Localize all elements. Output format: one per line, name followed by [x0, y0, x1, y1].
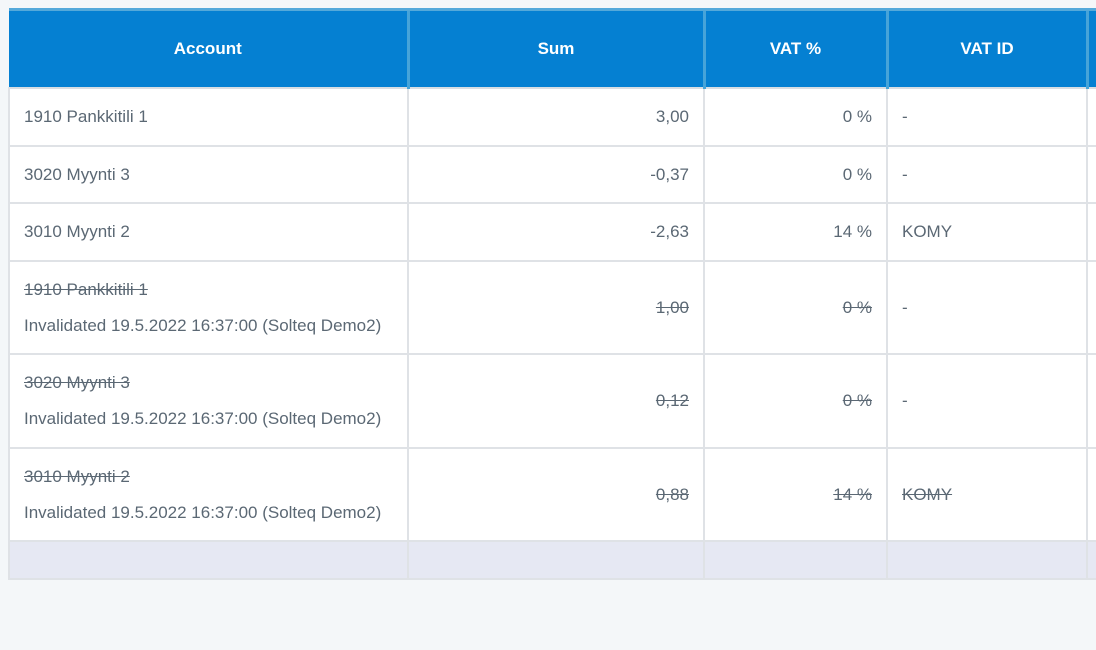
summary-cell [703, 540, 888, 581]
vat-id-cell-value: - [902, 164, 908, 184]
account-name: 3010 Myynti 2 [24, 466, 130, 486]
sum-cell-value: 3,00 [655, 107, 689, 126]
header-row: Account Sum VAT % VAT ID [9, 8, 1096, 88]
sum-cell: 3,00 [407, 87, 705, 147]
table-row[interactable]: 3020 Myynti 3 Invalidated 19.5.2022 16:37… [8, 353, 1096, 449]
table-row[interactable]: 3020 Myynti 3 -0,37 0 % - [8, 144, 1096, 205]
summary-cell [8, 540, 409, 581]
vat-cell-value: 0 % [842, 297, 872, 317]
table-row[interactable]: 3010 Myynti 2 Invalidated 19.5.2022 16:37… [8, 446, 1096, 543]
vat-id-cell: - [886, 260, 1088, 356]
vat-id-cell-value: - [902, 391, 908, 411]
sum-cell: 0,12 [407, 353, 705, 449]
sum-cell: 1,00 [407, 260, 705, 356]
invalidated-note: Invalidated 19.5.2022 16:37:00 (Solteq D… [24, 315, 382, 335]
vat-id-cell: - [886, 353, 1088, 449]
accounting-table-container: Account Sum VAT % VAT ID 1910 Pankkitili 1 3… [8, 8, 1096, 581]
sum-cell-value: 1,00 [655, 297, 689, 317]
account-name: 1910 Pankkitili 1 [24, 280, 148, 300]
summary-cell [886, 540, 1088, 581]
table-row[interactable]: 1910 Pankkitili 1 Invalidated 19.5.2022 1… [8, 260, 1096, 356]
column-header-vat_id: VAT ID [885, 8, 1087, 88]
table-row[interactable]: 1910 Pankkitili 1 3,00 0 % - [8, 87, 1096, 147]
account-cell: 3010 Myynti 2 Invalidated 19.5.2022 16:37… [8, 446, 409, 543]
column-header-sum: Sum [406, 8, 704, 88]
account-name: 3020 Myynti 3 [24, 373, 130, 393]
vat-cell-value: 0 % [842, 391, 872, 411]
sum-cell-value: 0,12 [655, 391, 689, 411]
vat-id-cell-value: KOMY [902, 222, 953, 242]
account-cell: 3010 Myynti 2 [8, 202, 409, 263]
account-cell: 3020 Myynti 3 Invalidated 19.5.2022 16:37… [8, 353, 409, 449]
summary-cell [1086, 540, 1096, 581]
account-cell: 1910 Pankkitili 1 Invalidated 19.5.2022 1… [8, 260, 409, 356]
vat-id-cell: - [886, 87, 1088, 147]
summary-cell [407, 540, 705, 581]
extra-cell [1086, 144, 1096, 205]
vat-id-cell: KOMY [886, 202, 1088, 263]
column-header-account: Account [9, 8, 408, 88]
vat-id-cell-value: KOMY [902, 484, 953, 504]
summary-row [8, 540, 1096, 581]
sum-cell-value: 0,88 [655, 484, 689, 504]
vat-cell: 14 % [703, 202, 888, 263]
vat-id-cell-value: - [902, 297, 908, 317]
extra-cell [1086, 202, 1096, 263]
extra-cell [1086, 87, 1096, 147]
vat-cell: 0 % [703, 87, 888, 147]
vat-cell: 14 % [703, 446, 888, 543]
accounting-entries-table: Account Sum VAT % VAT ID 1910 Pankkitili 1 3… [8, 8, 1096, 581]
vat-cell-value: 14 % [833, 484, 872, 504]
sum-cell: 0,88 [407, 446, 705, 543]
vat-cell-value: 14 % [833, 222, 872, 242]
vat-id-cell-value: - [902, 107, 908, 126]
invalidated-note: Invalidated 19.5.2022 16:37:00 (Solteq D… [24, 502, 382, 522]
extra-cell [1086, 260, 1096, 356]
sum-cell-value: -2,63 [650, 222, 689, 242]
vat-cell: 0 % [703, 260, 888, 356]
account-name: 3010 Myynti 2 [24, 222, 130, 242]
extra-cell [1086, 446, 1096, 543]
vat-id-cell: KOMY [886, 446, 1088, 543]
invalidated-note: Invalidated 19.5.2022 16:37:00 (Solteq D… [24, 409, 382, 429]
table-row[interactable]: 3010 Myynti 2 -2,63 14 % KOMY [8, 202, 1096, 263]
account-cell: 1910 Pankkitili 1 [8, 87, 409, 147]
sum-cell: -2,63 [407, 202, 705, 263]
account-cell: 3020 Myynti 3 [8, 144, 409, 205]
extra-cell [1086, 353, 1096, 449]
vat-cell: 0 % [703, 144, 888, 205]
vat-cell-value: 0 % [842, 164, 872, 184]
sum-cell-value: -0,37 [650, 164, 689, 184]
vat-cell-value: 0 % [842, 107, 872, 126]
vat-cell: 0 % [703, 353, 888, 449]
vat-id-cell: - [886, 144, 1088, 205]
account-name: 1910 Pankkitili 1 [24, 107, 148, 126]
sum-cell: -0,37 [407, 144, 705, 205]
column-header-extra [1085, 8, 1096, 88]
column-header-vat: VAT % [702, 8, 887, 88]
account-name: 3020 Myynti 3 [24, 164, 130, 184]
